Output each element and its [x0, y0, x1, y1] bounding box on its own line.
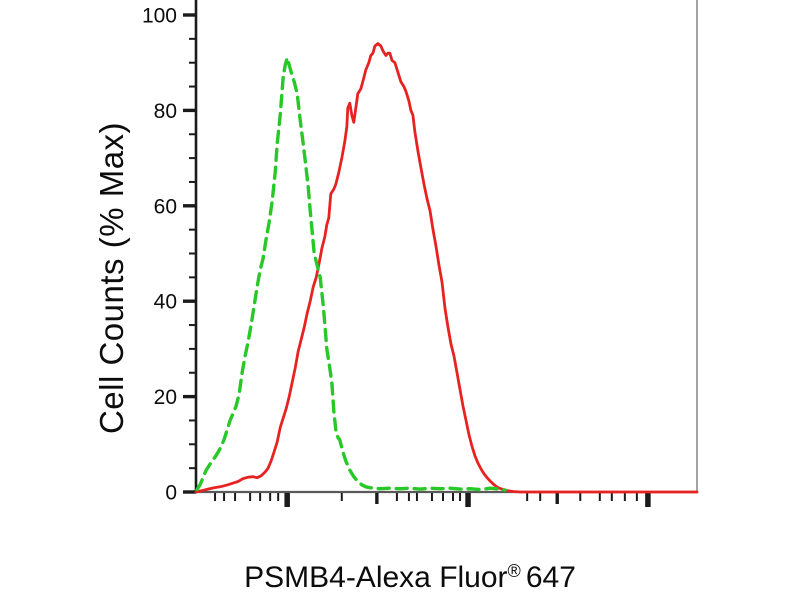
red-solid-curve-path	[194, 42, 699, 494]
y-tick-label: 0	[165, 482, 177, 505]
registered-trademark-symbol: ®	[507, 561, 521, 581]
y-tick-label: 80	[154, 100, 177, 123]
y-tick-label: 20	[154, 386, 177, 409]
y-axis-title: Cell Counts (% Max)	[93, 122, 131, 434]
x-axis-title-number: 647	[525, 561, 576, 594]
green-dashed-curve-path	[195, 56, 507, 492]
x-axis-title: PSMB4-Alexa Fluor® 647	[244, 561, 576, 595]
y-axis-title-text: Cell Counts (% Max)	[93, 121, 130, 435]
y-tick-label: 100	[142, 5, 177, 28]
y-tick-label: 40	[154, 291, 177, 314]
x-axis-title-text: PSMB4-Alexa Fluor	[244, 561, 508, 594]
y-tick-label: 60	[154, 195, 177, 218]
